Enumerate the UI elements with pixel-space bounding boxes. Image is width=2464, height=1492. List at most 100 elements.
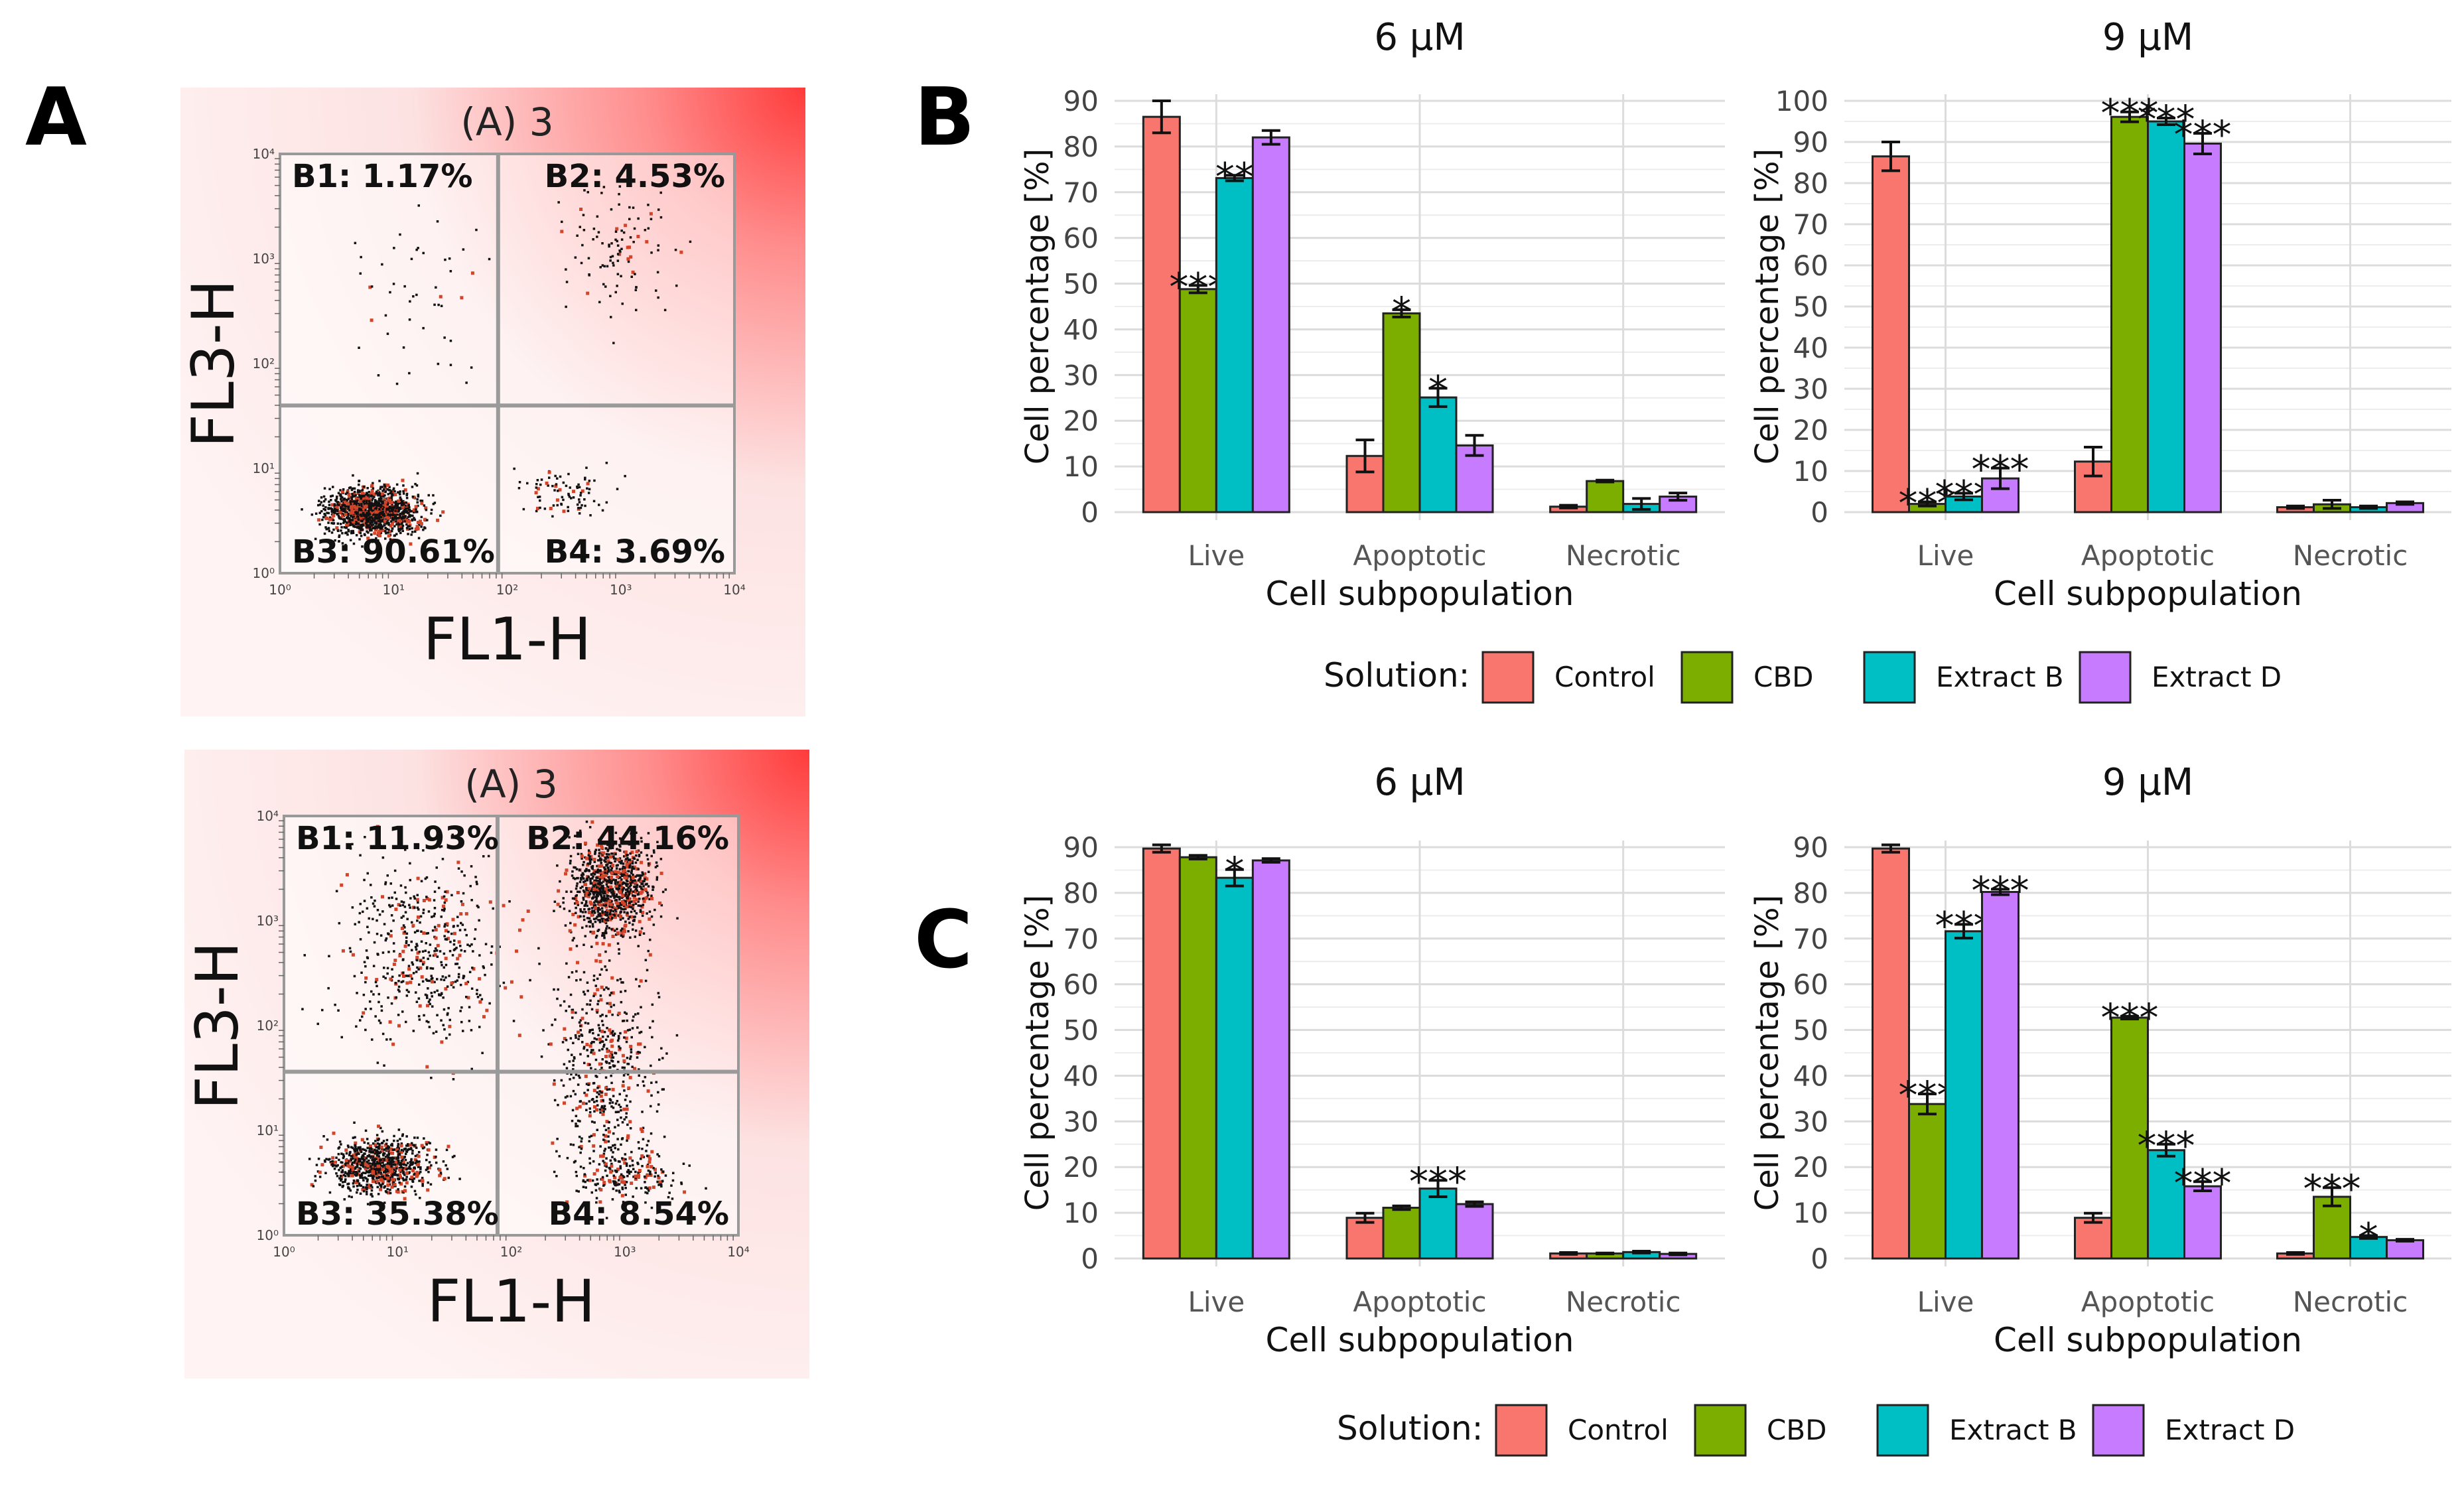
scatter-point	[408, 372, 411, 375]
scatter-point	[582, 877, 585, 880]
scatter-point	[458, 966, 460, 969]
scatter-point	[347, 508, 350, 510]
scatter-point	[446, 985, 449, 988]
scatter-point	[397, 510, 400, 513]
scatter-point	[610, 1038, 614, 1042]
scatter-point	[401, 1133, 404, 1136]
scatter-point	[415, 248, 418, 251]
scatter-point	[341, 1186, 344, 1188]
scatter-point	[416, 929, 419, 932]
scatter-point	[393, 950, 395, 953]
scatter-point	[394, 503, 397, 506]
scatter-point	[646, 858, 650, 860]
scatter-point	[359, 1160, 362, 1163]
scatter-point	[397, 502, 399, 506]
scatter-point	[641, 1148, 644, 1150]
scatter-point	[355, 1171, 358, 1174]
scatter-point	[628, 1120, 632, 1124]
scatter-point	[405, 492, 409, 496]
scatter-point	[336, 529, 340, 531]
scatter-point	[445, 1037, 448, 1040]
scatter-point	[589, 919, 592, 922]
scatter-point	[372, 1161, 375, 1164]
scatter-point	[604, 874, 608, 878]
scatter-point	[482, 965, 485, 968]
scatter-point	[626, 883, 629, 886]
scatter-point	[421, 980, 425, 983]
scatter-point	[578, 486, 581, 489]
scatter-point	[368, 1000, 372, 1003]
scatter-point	[379, 1151, 381, 1154]
scatter-point	[363, 500, 366, 502]
scatter-point	[405, 936, 408, 939]
scatter-point	[648, 898, 651, 901]
scatter-point	[539, 483, 542, 486]
scatter-point	[637, 945, 640, 947]
scatter-point	[350, 1170, 354, 1174]
scatter-point	[381, 951, 385, 954]
scatter-point	[485, 1008, 489, 1012]
scatter-point	[584, 1022, 587, 1024]
scatter-point	[596, 1128, 598, 1131]
scatter-point	[584, 476, 586, 480]
scatter-point	[628, 1172, 631, 1175]
scatter-point	[618, 1191, 621, 1193]
scatter-point	[606, 885, 609, 888]
scatter-point	[620, 230, 623, 232]
scatter-point	[372, 523, 375, 526]
scatter-point	[588, 925, 591, 928]
scatter-point	[619, 845, 622, 848]
scatter-point	[372, 1175, 375, 1178]
scatter-point	[586, 904, 588, 908]
scatter-point	[535, 509, 538, 513]
scatter-point	[425, 1143, 428, 1146]
scatter-point	[389, 291, 391, 294]
scatter-point	[539, 499, 541, 502]
scatter-point	[341, 504, 344, 507]
scatter-point	[608, 1146, 610, 1149]
scatter-point	[610, 888, 612, 891]
scatter-point	[623, 894, 626, 897]
scatter-point	[591, 882, 594, 885]
scatter-point	[624, 892, 628, 894]
scatter-point	[312, 1185, 315, 1187]
scatter-point	[456, 891, 460, 894]
scatter-point	[440, 978, 443, 981]
scatter-point	[585, 869, 588, 872]
scatter-point	[370, 489, 374, 492]
scatter-point	[427, 1148, 431, 1152]
scatter-point	[381, 1166, 384, 1169]
scatter-point	[368, 1162, 371, 1165]
scatter-point	[579, 876, 582, 880]
scatter-point	[392, 942, 395, 945]
scatter-point	[331, 1160, 334, 1163]
scatter-point	[609, 1159, 612, 1162]
scatter-point	[344, 1164, 346, 1167]
scatter-point	[588, 1003, 591, 1006]
scatter-point	[395, 382, 399, 385]
scatter-point	[345, 1152, 348, 1155]
scatter-point	[630, 869, 633, 872]
scatter-point	[340, 514, 344, 518]
scatter-point	[656, 271, 659, 274]
scatter-point	[592, 1082, 595, 1085]
scatter-point	[366, 1154, 369, 1158]
scatter-point	[628, 906, 630, 908]
scatter-point	[346, 533, 349, 536]
scatter-point	[616, 285, 618, 287]
scatter-point	[407, 1144, 409, 1147]
scatter-point	[555, 498, 559, 502]
scatter-point	[432, 502, 435, 506]
scatter-point	[350, 1170, 352, 1172]
scatter-point	[431, 929, 435, 932]
scatter-point	[582, 229, 586, 232]
scatter-point	[376, 919, 378, 922]
scatter-point	[612, 910, 615, 913]
scatter-point	[567, 509, 570, 512]
scatter-point	[308, 1158, 311, 1160]
scatter-point	[364, 836, 366, 839]
scatter-point	[632, 867, 636, 870]
scatter-point	[593, 860, 596, 863]
scatter-point	[618, 888, 620, 890]
scatter-point	[572, 1089, 575, 1093]
